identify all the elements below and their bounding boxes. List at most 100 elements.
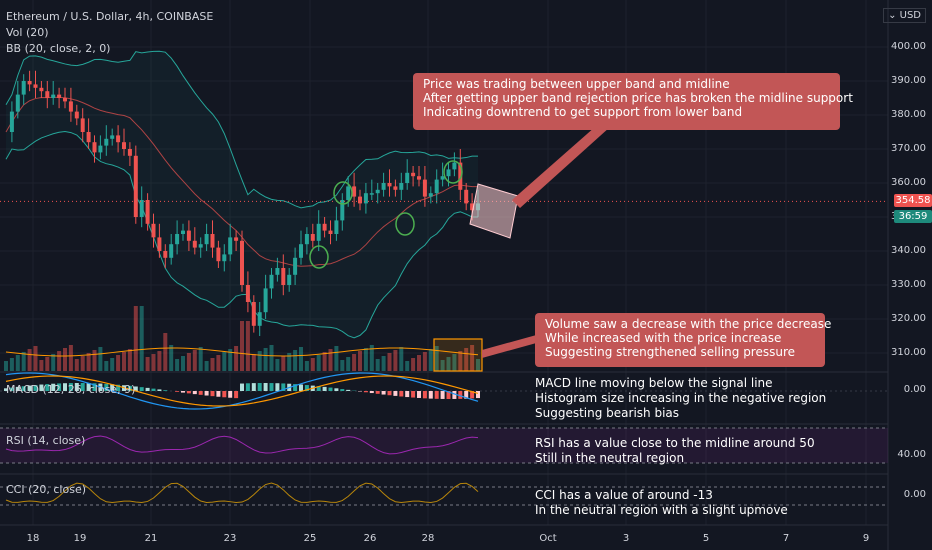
rsi-indicator-label[interactable]: RSI (14, close) <box>6 434 86 447</box>
candle-body <box>169 244 174 258</box>
volume-bar <box>293 350 298 371</box>
candle-body <box>80 118 85 132</box>
candle-body <box>464 189 469 204</box>
macd-histogram-bar <box>251 383 256 391</box>
volume-bar <box>405 361 410 371</box>
macd-histogram-bar <box>104 383 109 391</box>
volume-bar <box>4 361 8 371</box>
candle-body <box>33 84 38 88</box>
macd-histogram-bar <box>163 390 168 391</box>
volume-bar <box>322 352 327 371</box>
time-tick: 19 <box>73 533 87 544</box>
highlight-circle <box>443 160 463 184</box>
time-tick: 23 <box>223 533 237 544</box>
annotation-line: Volume saw a decrease with the price dec… <box>545 317 832 331</box>
macd-histogram-bar <box>257 383 262 391</box>
volume-bar <box>210 358 215 371</box>
price-tick: 320.00 <box>891 313 926 324</box>
candle-body <box>86 132 91 143</box>
macd-histogram-bar <box>428 391 433 399</box>
volume-bar <box>434 346 439 371</box>
volume-bar <box>51 354 56 371</box>
volume-bar <box>157 351 162 371</box>
volume-bar <box>151 354 156 371</box>
candle-body <box>234 237 239 241</box>
volume-bar <box>116 355 121 371</box>
candle-body <box>369 193 374 195</box>
candle-body <box>316 223 321 241</box>
annotation-line: Still in the neutral region <box>535 451 685 465</box>
volume-bar <box>387 353 392 371</box>
annotation-line: Price was trading between upper band and… <box>423 77 730 91</box>
upper-band <box>5 50 478 209</box>
volume-bar <box>464 348 469 371</box>
candle-body <box>263 288 268 313</box>
price-tick: 380.00 <box>891 109 926 120</box>
rsi-axis-tick: 40.00 <box>897 449 926 460</box>
volume-bar <box>399 347 404 371</box>
candle-body <box>293 257 298 275</box>
volume-bar <box>281 356 286 371</box>
volume-bar <box>181 356 185 371</box>
candle-body <box>287 274 292 285</box>
macd-histogram-bar <box>346 389 351 391</box>
volume-bar <box>245 321 250 371</box>
vol-indicator-label[interactable]: Vol (20) <box>6 26 49 39</box>
volume-bar <box>192 350 197 371</box>
macd-histogram-bar <box>15 386 20 391</box>
volume-bar <box>458 351 463 371</box>
volume-bar <box>257 351 262 371</box>
macd-indicator-label[interactable]: MACD (12, 26, close, 9) <box>6 383 136 396</box>
cci-indicator-label[interactable]: CCI (20, close) <box>6 483 87 496</box>
candle-body <box>358 196 362 204</box>
candle-body <box>428 193 433 197</box>
macd-histogram-bar <box>375 391 380 394</box>
macd-histogram-bar <box>275 383 280 391</box>
annotation-line: Suggesting strengthened selling pressure <box>545 345 796 359</box>
price-tick: 370.00 <box>891 143 926 154</box>
volume-bar <box>304 361 309 371</box>
annotation-line: RSI has a value close to the midline aro… <box>535 436 815 450</box>
price-tick: 360.00 <box>891 177 926 188</box>
bb-indicator-label[interactable]: BB (20, close, 2, 0) <box>6 42 111 55</box>
volume-bar <box>299 347 303 371</box>
volume-bar <box>352 354 357 371</box>
time-tick: Oct <box>539 533 557 544</box>
candle-body <box>417 176 421 180</box>
price-tick: 310.00 <box>891 347 926 358</box>
macd-histogram-bar <box>210 391 215 397</box>
candle-body <box>452 162 457 170</box>
volume-bar <box>163 333 168 371</box>
candle-body <box>57 94 62 98</box>
macd-histogram-bar <box>116 384 121 391</box>
volume-bar <box>80 356 85 371</box>
volume-bar <box>186 353 191 371</box>
annotation-line: While increased with the price increase <box>545 331 782 345</box>
candle-body <box>269 274 274 289</box>
macd-histogram-bar <box>4 388 8 391</box>
candle-body <box>210 234 215 248</box>
volume-bar <box>381 356 386 371</box>
annotation-line: CCI has a value of around -13 <box>535 488 713 502</box>
macd-histogram-bar <box>151 388 156 391</box>
bollinger-bands <box>5 50 478 339</box>
macd-annotation: MACD line moving below the signal line H… <box>535 376 826 421</box>
macd-histogram-bar <box>51 383 56 391</box>
macd-histogram-bar <box>399 391 404 397</box>
candle-body <box>328 230 333 234</box>
macd-histogram-bar <box>299 384 303 391</box>
highlight-circle <box>309 245 329 269</box>
macd-histogram-bar <box>145 387 150 391</box>
volume-bar <box>316 355 321 371</box>
candle-body <box>127 149 132 156</box>
chevron-down-icon: ⌄ <box>888 10 900 21</box>
volume-ma <box>5 347 479 357</box>
candle-body <box>381 183 386 190</box>
volume-bar <box>74 359 79 371</box>
currency-selector[interactable]: ⌄ USD <box>883 8 926 23</box>
candle-body <box>98 145 103 153</box>
volume-bar <box>86 353 91 371</box>
candle-body <box>352 186 357 197</box>
highlight-circle <box>333 181 353 205</box>
